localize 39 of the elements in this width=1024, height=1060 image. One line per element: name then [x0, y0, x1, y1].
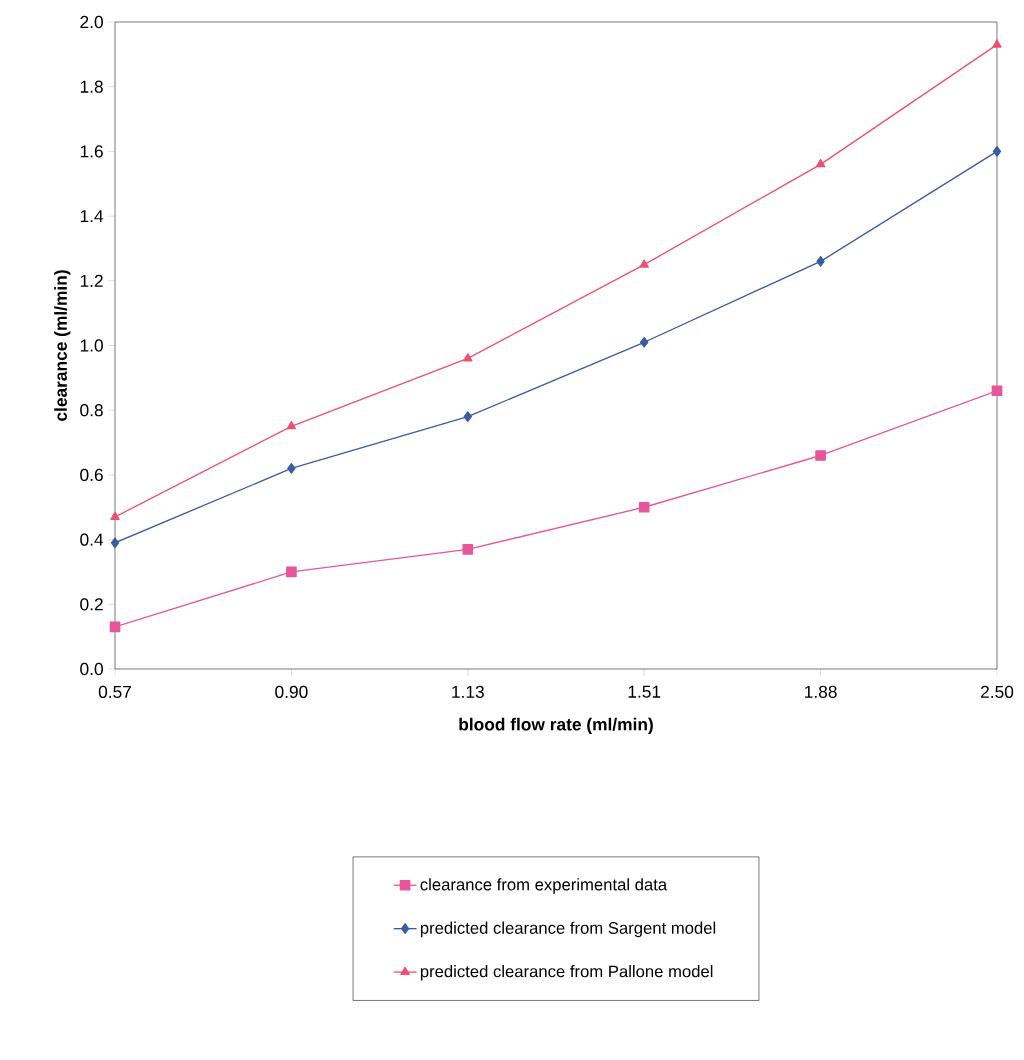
point	[287, 463, 296, 474]
point	[992, 39, 1002, 48]
point	[816, 256, 825, 267]
point	[286, 566, 297, 578]
y-tick-label: 1.2	[80, 274, 103, 287]
y-tick-label: 0.4	[80, 533, 104, 546]
point	[110, 511, 120, 520]
x-tick-label: 1.13	[452, 685, 484, 698]
y-tick-label: 1.4	[80, 210, 104, 223]
point	[286, 421, 297, 430]
point	[815, 159, 826, 168]
legend-label: clearance from experimental data	[420, 878, 668, 894]
y-tick-label: 0.0	[80, 662, 103, 676]
point	[638, 501, 650, 513]
point	[463, 411, 472, 423]
y-tick-label: 2.0	[80, 15, 103, 29]
y-tick-label: 1.8	[80, 80, 103, 93]
y-tick-label: 1.0	[80, 339, 103, 352]
point	[639, 259, 649, 268]
x-tick-label: 0.90	[275, 685, 308, 698]
legend-label: predicted clearance from Pallone model	[420, 965, 713, 981]
point	[992, 146, 1002, 157]
point	[815, 450, 826, 461]
point	[110, 537, 120, 549]
y-tick-label: 0.6	[80, 468, 103, 482]
legend-label: predicted clearance from Sargent model	[420, 921, 716, 938]
x-tick-label: 1.51	[628, 685, 661, 698]
point	[991, 385, 1003, 397]
x-tick-label: 0.57	[98, 685, 131, 698]
point	[640, 336, 649, 348]
x-axis-title: blood flow rate (ml/min)	[459, 717, 653, 734]
y-tick-label: 1.6	[80, 145, 103, 158]
point	[463, 353, 473, 362]
y-tick-label: 0.2	[80, 598, 103, 611]
y-tick-label: 0.8	[80, 404, 103, 417]
x-tick-label: 1.88	[805, 685, 837, 698]
point	[462, 543, 474, 555]
y-axis-title: clearance (ml/min)	[54, 270, 71, 421]
x-tick-label: 2.50	[981, 685, 1014, 698]
